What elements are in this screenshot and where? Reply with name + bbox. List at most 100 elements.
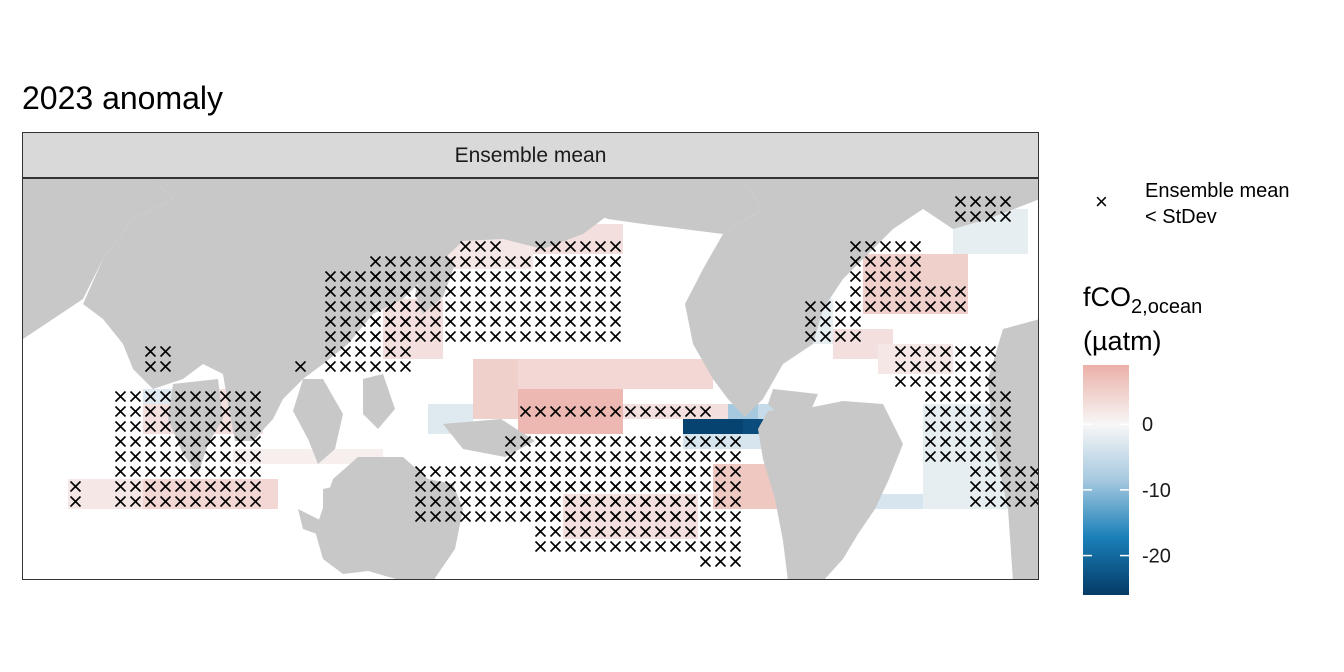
landmass-africa-east	[988, 319, 1038, 579]
significance-cross	[519, 270, 532, 283]
significance-cross	[729, 495, 742, 508]
anomaly-cell	[563, 389, 578, 404]
significance-cross	[729, 435, 742, 448]
significance-cross	[624, 435, 637, 448]
significance-cross	[564, 480, 577, 493]
significance-cross	[519, 285, 532, 298]
anomaly-cell	[548, 359, 563, 374]
significance-cross	[414, 510, 427, 523]
significance-cross	[699, 465, 712, 478]
significance-cross	[909, 360, 922, 373]
significance-cross	[114, 390, 127, 403]
significance-cross	[684, 405, 697, 418]
significance-cross	[564, 240, 577, 253]
significance-cross	[669, 405, 682, 418]
anomaly-cell	[83, 494, 98, 509]
significance-cross	[219, 435, 232, 448]
significance-cross	[414, 480, 427, 493]
anomaly-cell	[548, 374, 563, 389]
significance-cross	[519, 495, 532, 508]
significance-cross	[999, 495, 1012, 508]
legend-cross-symbol: ×	[1095, 189, 1108, 214]
significance-cross	[429, 495, 442, 508]
significance-cross	[609, 525, 622, 538]
landmass-africa-west	[23, 179, 173, 339]
significance-cross	[654, 540, 667, 553]
significance-cross	[969, 480, 982, 493]
significance-cross	[954, 435, 967, 448]
significance-cross	[669, 495, 682, 508]
significance-cross	[729, 450, 742, 463]
significance-cross	[714, 495, 727, 508]
significance-cross	[984, 495, 997, 508]
colorbar-tick-label: 0	[1142, 414, 1153, 436]
significance-cross	[624, 510, 637, 523]
significance-cross	[444, 270, 457, 283]
significance-cross	[534, 510, 547, 523]
significance-cross	[669, 525, 682, 538]
anomaly-cell	[743, 419, 758, 434]
landmass-philippines	[363, 374, 395, 429]
anomaly-cell	[668, 359, 683, 374]
anomaly-cell	[98, 479, 113, 494]
significance-cross	[609, 330, 622, 343]
significance-cross	[894, 360, 907, 373]
significance-cross	[654, 480, 667, 493]
landmass-japan	[415, 249, 455, 314]
significance-cross	[459, 315, 472, 328]
significance-cross	[1014, 480, 1027, 493]
significance-cross	[549, 300, 562, 313]
significance-cross	[504, 285, 517, 298]
significance-cross	[129, 435, 142, 448]
significance-cross	[189, 495, 202, 508]
significance-cross	[849, 300, 862, 313]
significance-cross	[804, 315, 817, 328]
significance-cross	[999, 420, 1012, 433]
significance-cross	[489, 270, 502, 283]
significance-cross	[339, 315, 352, 328]
significance-cross	[399, 360, 412, 373]
significance-cross	[699, 495, 712, 508]
significance-cross	[429, 465, 442, 478]
significance-cross	[174, 465, 187, 478]
significance-cross	[234, 435, 247, 448]
significance-cross	[984, 465, 997, 478]
significance-cross	[729, 480, 742, 493]
significance-cross	[474, 510, 487, 523]
significance-cross	[969, 195, 982, 208]
anomaly-cell	[533, 374, 548, 389]
significance-cross	[639, 510, 652, 523]
significance-cross	[939, 360, 952, 373]
significance-cross	[129, 480, 142, 493]
significance-cross	[729, 555, 742, 568]
anomaly-cell	[983, 239, 998, 254]
anomaly-cell	[848, 344, 863, 359]
significance-cross	[684, 540, 697, 553]
significance-cross	[594, 300, 607, 313]
landmass-australia	[315, 457, 463, 579]
significance-cross	[999, 390, 1012, 403]
significance-cross	[894, 285, 907, 298]
significance-cross	[399, 285, 412, 298]
significance-cross	[354, 300, 367, 313]
colorbar-gradient	[1083, 365, 1129, 595]
significance-cross	[879, 270, 892, 283]
significance-cross	[399, 330, 412, 343]
significance-cross	[594, 285, 607, 298]
significance-cross	[909, 270, 922, 283]
significance-cross	[114, 450, 127, 463]
significance-cross	[549, 270, 562, 283]
colorbar: 0 -10 -20	[1083, 365, 1171, 595]
significance-cross	[579, 480, 592, 493]
anomaly-cell	[443, 404, 458, 419]
significance-cross	[144, 390, 157, 403]
significance-cross	[909, 375, 922, 388]
significance-cross	[444, 330, 457, 343]
significance-cross	[444, 480, 457, 493]
colorbar-title-unit: (µatm)	[1083, 326, 1162, 356]
significance-cross	[144, 465, 157, 478]
significance-cross	[699, 510, 712, 523]
significance-cross	[999, 405, 1012, 418]
significance-cross	[579, 435, 592, 448]
significance-cross	[549, 510, 562, 523]
